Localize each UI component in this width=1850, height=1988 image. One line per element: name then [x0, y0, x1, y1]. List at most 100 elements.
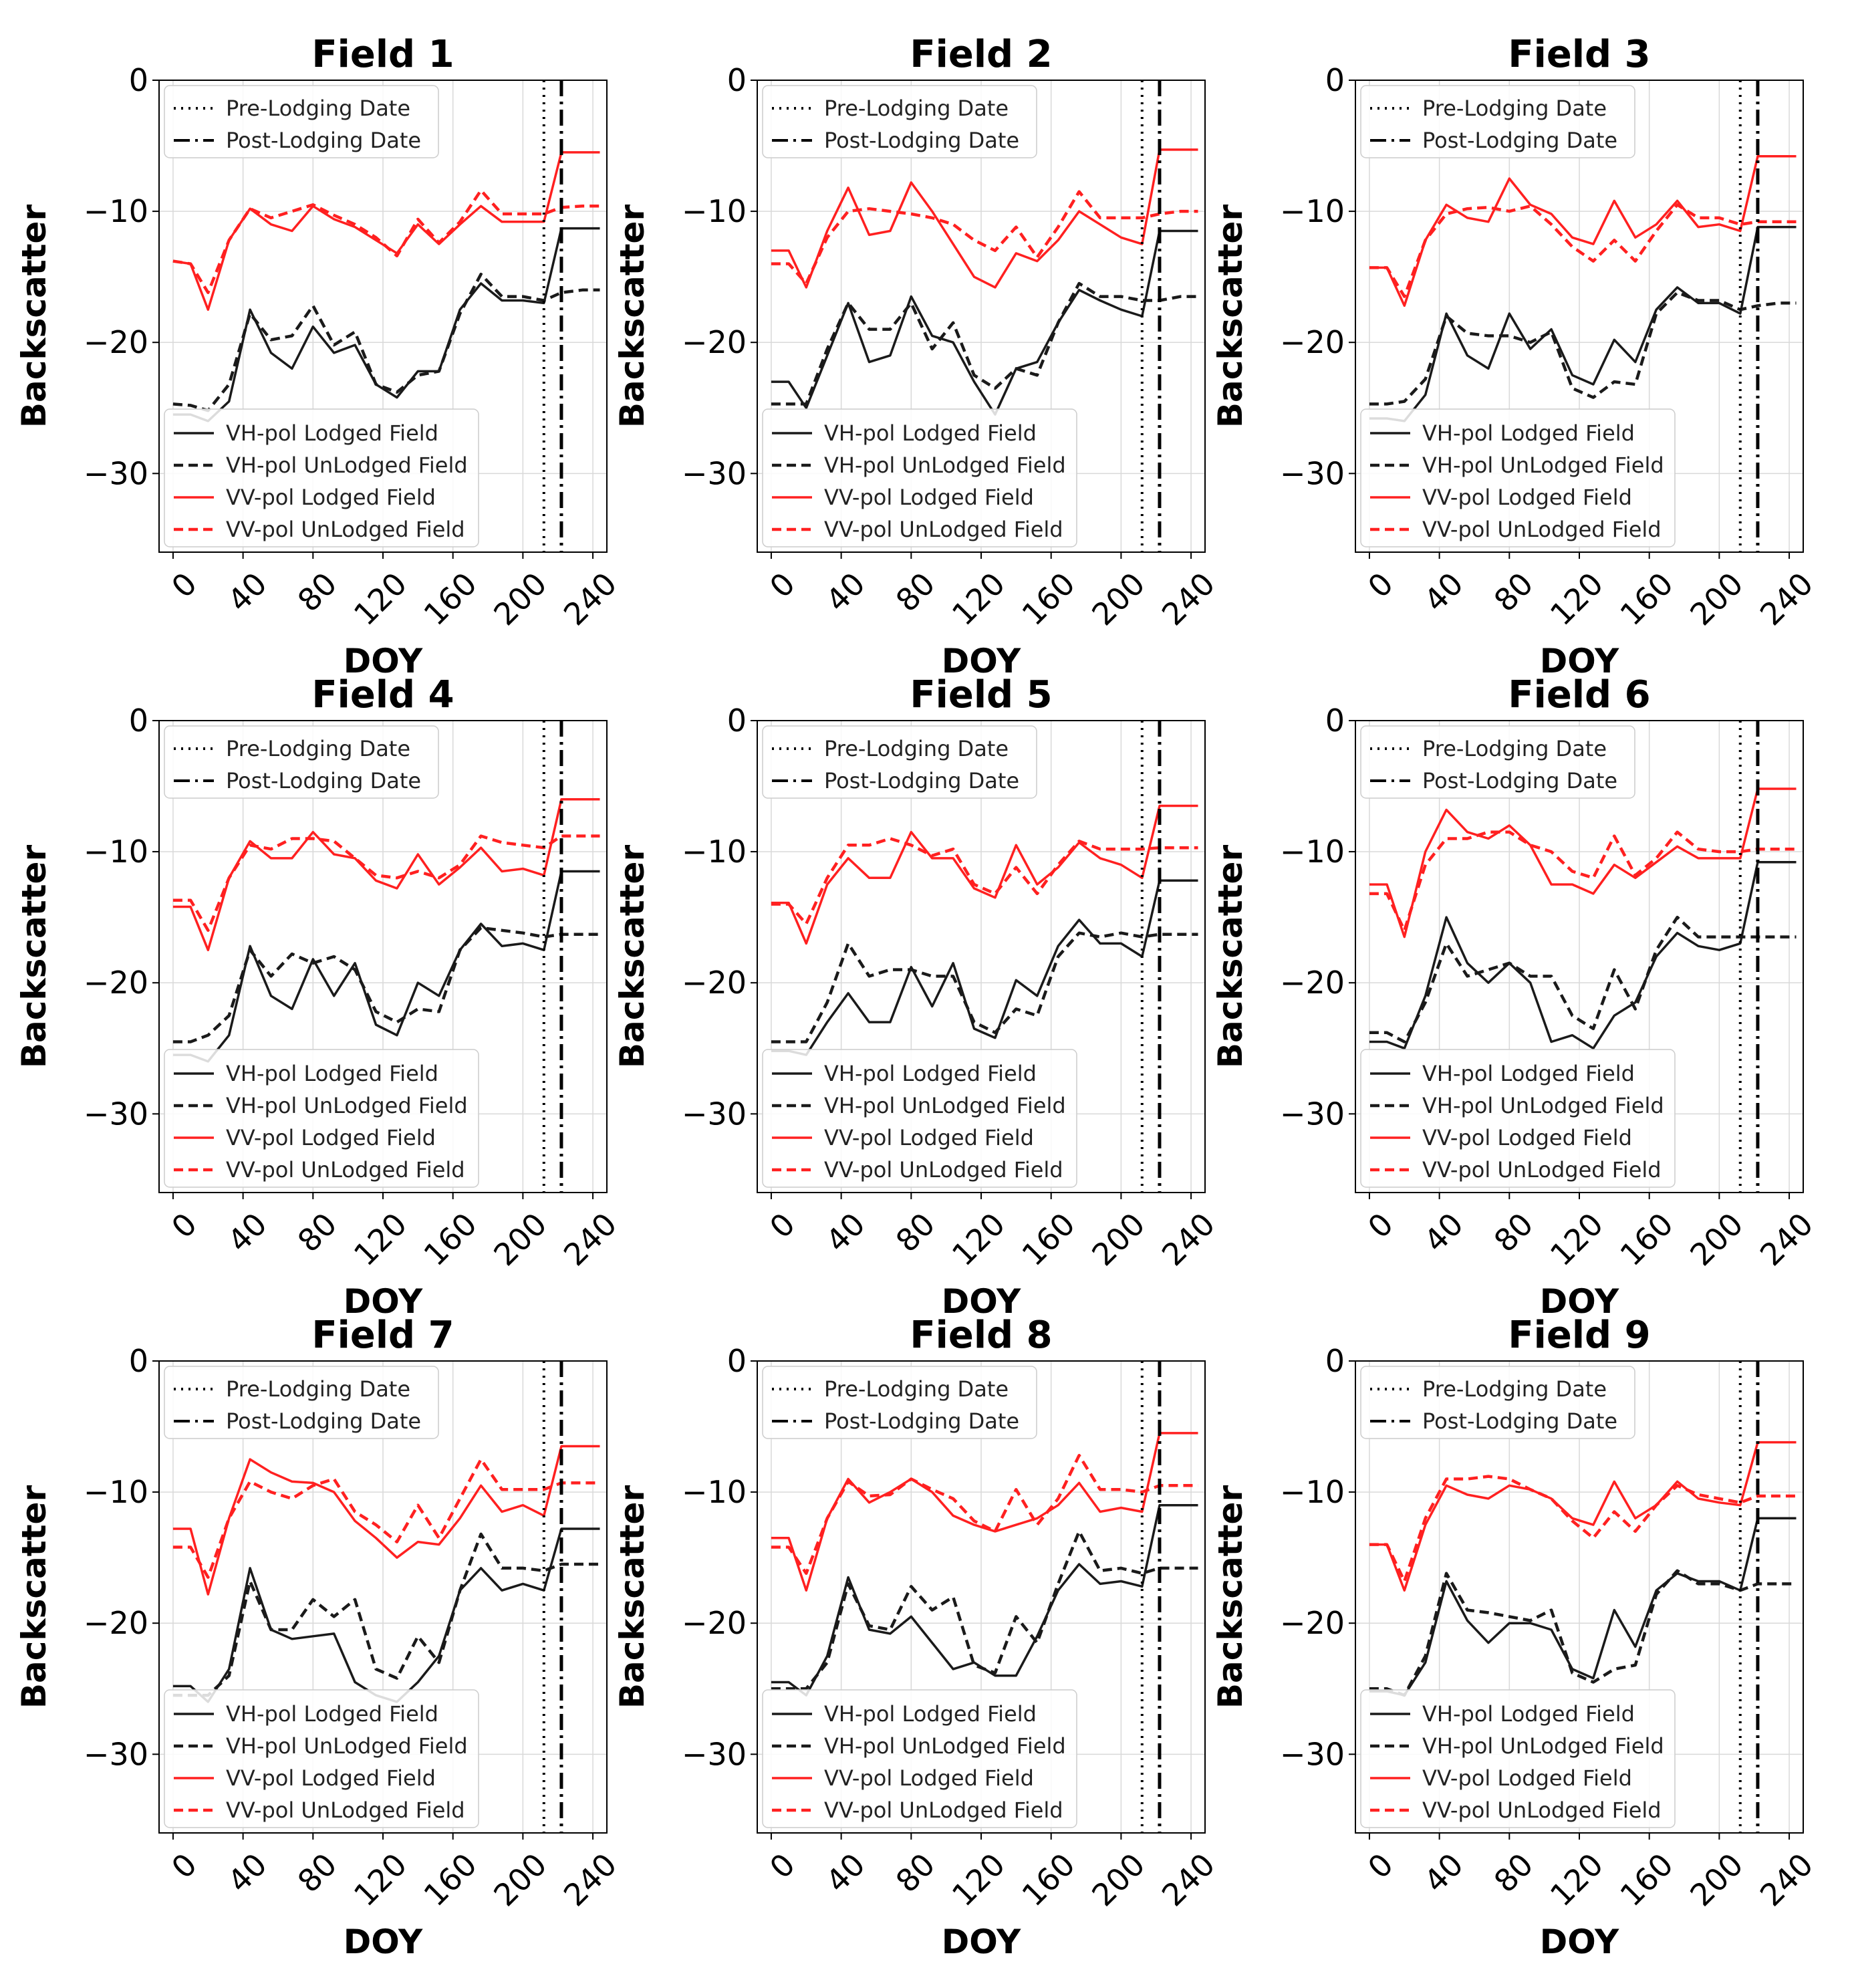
x-tick-label: 0 — [1361, 1846, 1400, 1886]
series-line-vh-pol-unlodged-field — [172, 1532, 600, 1697]
x-tick-label: 160 — [1015, 1846, 1082, 1913]
y-tick-label: −10 — [1280, 1474, 1345, 1510]
legend-label: VH-pol UnLodged Field — [226, 1093, 468, 1118]
chart-title: Field 8 — [910, 1314, 1052, 1357]
legend-label: VV-pol UnLodged Field — [1422, 517, 1662, 542]
series-line-vv-pol-unlodged-field — [172, 834, 600, 933]
x-tick-label: 40 — [221, 1846, 274, 1900]
legend-label: VV-pol UnLodged Field — [824, 1797, 1063, 1823]
y-tick-label: −30 — [84, 1096, 148, 1132]
legend-upper: Pre-Lodging Date Post-Lodging Date — [762, 85, 1037, 158]
x-axis-label: DOY — [942, 642, 1021, 680]
x-tick-label: 200 — [1085, 566, 1152, 632]
y-tick-label: −10 — [84, 834, 148, 870]
series-group — [1369, 1441, 1797, 1697]
legend-lower: VH-pol Lodged Field VH-pol UnLodged Field… — [762, 1689, 1077, 1828]
x-tick-label: 200 — [487, 1206, 553, 1273]
y-tick-label: −10 — [84, 1474, 148, 1510]
chart-panel-field-1: Field 1 DOY Backscatter 0 −10 −20 −30 0 40 80 120 1… — [15, 33, 624, 680]
series-line-vh-pol-lodged-field — [771, 1503, 1198, 1697]
legend-label: Pre-Lodging Date — [226, 1376, 410, 1402]
series-group — [172, 797, 600, 1063]
y-axis-label: Backscatter — [613, 845, 652, 1069]
legend-label: Post-Lodging Date — [1422, 768, 1617, 793]
legend-label: VH-pol Lodged Field — [226, 420, 438, 446]
series-line-vh-pol-lodged-field — [172, 227, 600, 422]
y-tick-label: −20 — [84, 324, 148, 360]
legend-label: VH-pol Lodged Field — [226, 1701, 438, 1727]
series-line-vh-pol-lodged-field — [1369, 861, 1797, 1050]
legend-label: VH-pol UnLodged Field — [226, 1733, 468, 1759]
chart-title: Field 1 — [311, 33, 454, 76]
x-tick-label: 0 — [164, 1846, 204, 1886]
series-group — [771, 804, 1198, 1056]
legend-lower-box — [164, 1689, 479, 1828]
y-tick-label: −20 — [84, 965, 148, 1001]
legend-upper: Pre-Lodging Date Post-Lodging Date — [1360, 1366, 1635, 1439]
legend-label: Post-Lodging Date — [824, 768, 1019, 793]
chart-title: Field 2 — [910, 33, 1052, 76]
legend-label: VH-pol UnLodged Field — [824, 1733, 1066, 1759]
x-axis-label: DOY — [1540, 1922, 1619, 1961]
x-tick-label: 40 — [221, 1206, 274, 1259]
x-tick-label: 120 — [1543, 1206, 1610, 1273]
x-tick-label: 240 — [557, 1846, 624, 1913]
x-tick-label: 240 — [1753, 1846, 1820, 1913]
series-line-vh-pol-lodged-field — [172, 870, 600, 1063]
plot-frame — [158, 1360, 608, 1834]
x-tick-label: 240 — [557, 566, 624, 632]
series-line-vv-pol-unlodged-field — [1369, 830, 1797, 933]
y-tick-label: −10 — [682, 834, 747, 870]
legend-lower: VH-pol Lodged Field VH-pol UnLodged Field… — [762, 408, 1077, 547]
x-tick-label: 160 — [417, 1846, 484, 1913]
y-tick-label: 0 — [727, 1343, 747, 1379]
x-tick-label: 0 — [763, 1206, 802, 1245]
series-line-vv-pol-lodged-field — [771, 148, 1198, 289]
x-tick-label: 80 — [291, 1206, 344, 1259]
series-line-vv-pol-lodged-field — [172, 797, 600, 951]
legend-label: VV-pol UnLodged Field — [226, 517, 465, 542]
legend-label: VH-pol UnLodged Field — [1422, 453, 1664, 478]
legend-label: VH-pol UnLodged Field — [226, 453, 468, 478]
series-group — [1369, 154, 1797, 422]
x-tick-label: 80 — [889, 566, 942, 619]
legend-label: VH-pol UnLodged Field — [1422, 1093, 1664, 1118]
series-line-vh-pol-unlodged-field — [771, 281, 1198, 406]
y-tick-label: −20 — [1280, 1605, 1345, 1641]
chart-panel-field-3: Field 3 DOY Backscatter 0 −10 −20 −30 0 40 80 120 1… — [1211, 33, 1820, 680]
legend-label: VH-pol UnLodged Field — [1422, 1733, 1664, 1759]
y-tick-label: 0 — [1325, 62, 1345, 98]
x-axis-label: DOY — [1540, 1282, 1619, 1321]
legend-label: VV-pol UnLodged Field — [1422, 1797, 1662, 1823]
x-tick-label: 80 — [889, 1206, 942, 1259]
x-tick-label: 80 — [889, 1846, 942, 1900]
series-line-vv-pol-unlodged-field — [771, 837, 1198, 926]
legend-upper-box — [164, 1366, 439, 1439]
series-line-vv-pol-lodged-field — [1369, 1441, 1797, 1592]
series-line-vh-pol-unlodged-field — [172, 926, 600, 1043]
x-tick-label: 240 — [1155, 1206, 1222, 1273]
chart-panel-field-5: Field 5 DOY Backscatter 0 −10 −20 −30 0 40 80 120 1… — [613, 673, 1222, 1321]
x-tick-label: 40 — [819, 1846, 872, 1900]
legend-lower: VH-pol Lodged Field VH-pol UnLodged Field… — [1360, 1049, 1676, 1188]
legend-label: Pre-Lodging Date — [824, 736, 1009, 761]
y-axis-label: Backscatter — [613, 1485, 652, 1709]
y-tick-label: −20 — [682, 1605, 747, 1641]
legend-label: VH-pol Lodged Field — [824, 420, 1037, 446]
legend-label: Post-Lodging Date — [1422, 1408, 1617, 1434]
series-line-vh-pol-unlodged-field — [1369, 1569, 1797, 1697]
y-tick-label: −10 — [1280, 193, 1345, 229]
legend-upper-box — [164, 85, 439, 158]
series-line-vh-pol-lodged-field — [771, 879, 1198, 1056]
legend-label: VV-pol Lodged Field — [1422, 1125, 1632, 1150]
y-tick-label: 0 — [727, 62, 747, 98]
x-axis-label: DOY — [1540, 642, 1619, 680]
series-group — [771, 148, 1198, 416]
series-line-vh-pol-unlodged-field — [771, 931, 1198, 1043]
x-tick-label: 160 — [1613, 1846, 1680, 1913]
x-tick-label: 160 — [1015, 1206, 1082, 1273]
legend-lower: VH-pol Lodged Field VH-pol UnLodged Field… — [164, 1689, 479, 1828]
series-line-vh-pol-lodged-field — [771, 229, 1198, 416]
series-line-vv-pol-unlodged-field — [1369, 1475, 1797, 1583]
y-axis-label: Backscatter — [1211, 1485, 1250, 1709]
